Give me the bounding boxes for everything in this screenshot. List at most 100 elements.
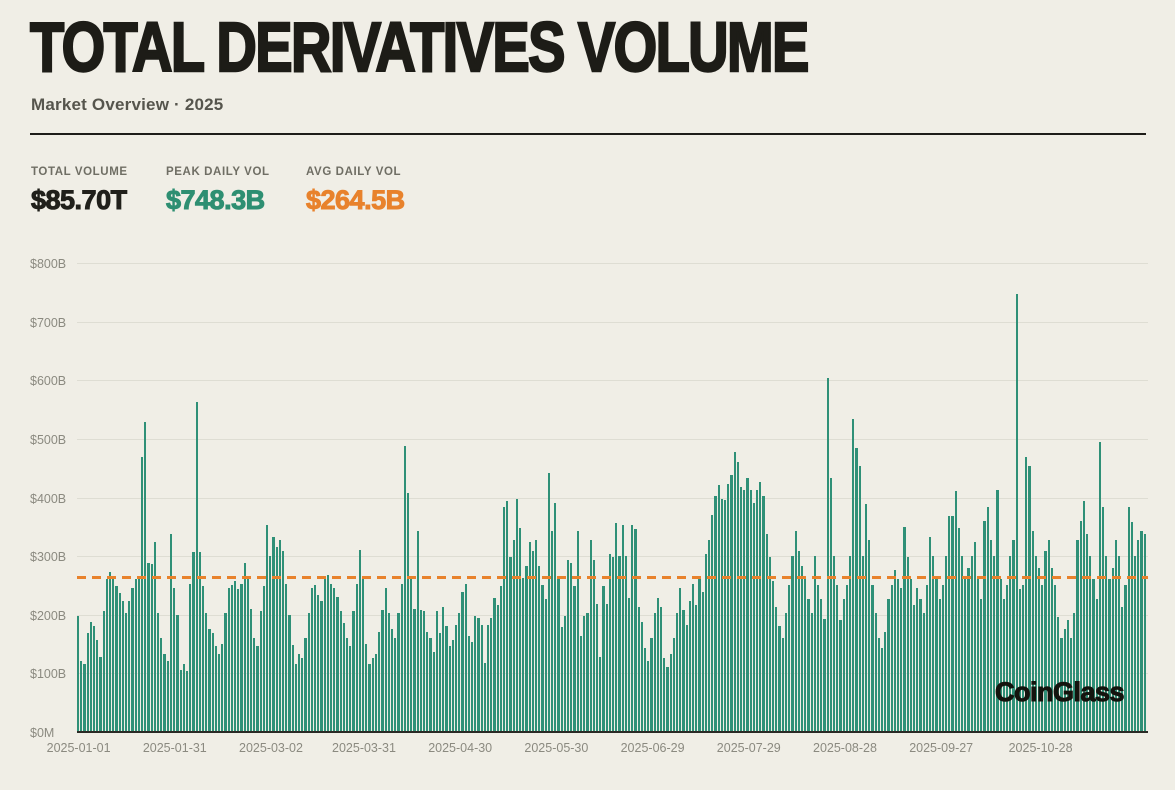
stat-value: $748.3B xyxy=(166,185,266,216)
volume-bar xyxy=(205,612,208,733)
volume-bar xyxy=(666,667,669,733)
volume-bar xyxy=(826,378,829,733)
volume-bar xyxy=(701,592,704,733)
volume-bar xyxy=(784,612,788,733)
volume-bar xyxy=(474,615,477,733)
volume-bar xyxy=(740,486,743,733)
volume-bar xyxy=(906,557,909,733)
volume-bar xyxy=(89,621,93,733)
volume-bar xyxy=(249,608,253,733)
volume-bar xyxy=(653,612,656,733)
volume-bar xyxy=(246,575,249,733)
volume-bar xyxy=(999,579,1002,733)
volume-bar xyxy=(169,533,173,733)
volume-bar xyxy=(573,586,576,733)
volume-bar xyxy=(487,624,490,733)
stat-peak-daily-vol: PEAK DAILY VOL $748.3B xyxy=(166,166,306,216)
volume-bar xyxy=(192,552,195,733)
volume-bar xyxy=(179,669,182,733)
y-axis-label: $800B xyxy=(30,257,67,271)
volume-bar xyxy=(397,612,400,733)
volume-bar xyxy=(496,605,499,733)
volume-bar xyxy=(637,606,640,733)
volume-bar xyxy=(1079,520,1082,733)
volume-bar xyxy=(836,585,839,733)
volume-bar xyxy=(227,587,230,733)
volume-bar xyxy=(422,611,426,733)
volume-bar xyxy=(403,445,406,733)
volume-bar xyxy=(93,626,96,733)
volume-bar xyxy=(717,485,720,733)
volume-bar xyxy=(201,586,205,733)
volume-bar xyxy=(461,592,464,733)
volume-bar xyxy=(935,579,938,733)
y-axis: $0M $100B $200B $300B $400B $500B $600B $700B $8… xyxy=(30,257,76,740)
volume-bar xyxy=(352,611,355,733)
volume-bar xyxy=(1047,539,1050,733)
volume-bar xyxy=(173,587,176,733)
volume-bar xyxy=(112,575,115,733)
volume-bar xyxy=(278,539,281,733)
volume-bar xyxy=(893,570,896,733)
volume-bar xyxy=(304,638,307,733)
stats-row: TOTAL VOLUME $85.70T PEAK DAILY VOL $748… xyxy=(31,166,406,216)
volume-bar xyxy=(983,520,986,733)
stat-value: $85.70T xyxy=(31,185,128,216)
volume-bar xyxy=(804,579,807,733)
volume-bar xyxy=(848,555,852,733)
volume-bar xyxy=(708,539,711,733)
volume-bar xyxy=(368,663,371,733)
volume-bar xyxy=(77,615,80,733)
volume-bar xyxy=(531,551,535,733)
volume-bar xyxy=(163,653,166,733)
grid-line xyxy=(77,380,1148,382)
volume-bar xyxy=(586,612,589,733)
volume-bar xyxy=(214,646,217,733)
volume-bar xyxy=(147,563,150,733)
volume-bar xyxy=(816,585,820,733)
grid-line xyxy=(77,321,1148,323)
volume-bar xyxy=(695,605,698,733)
x-axis-label: 2025-10-28 xyxy=(1008,741,1073,755)
volume-bar xyxy=(945,555,948,733)
volume-bar xyxy=(570,563,573,733)
volume-bar xyxy=(583,615,586,733)
volume-bar xyxy=(807,599,810,733)
x-axis: 2025-01-01 2025-01-31 2025-03-02 2025-03-31… xyxy=(47,741,1148,761)
volume-bar xyxy=(679,587,682,733)
volume-bar xyxy=(736,462,740,733)
volume-bar xyxy=(1095,599,1098,733)
volume-bar xyxy=(621,524,624,733)
volume-bar xyxy=(871,585,874,733)
volume-bar xyxy=(1082,501,1085,733)
volume-bar xyxy=(198,552,201,733)
volume-bar xyxy=(868,539,871,733)
volume-bar xyxy=(778,626,781,733)
volume-bar xyxy=(781,638,784,733)
volume-bar xyxy=(589,539,592,733)
x-axis-label: 2025-06-29 xyxy=(620,741,685,755)
volume-bar xyxy=(1028,466,1031,733)
volume-bar xyxy=(371,657,374,733)
volume-bar xyxy=(929,536,932,733)
volume-bar xyxy=(259,611,262,733)
volume-bar xyxy=(221,643,224,733)
volume-bar xyxy=(752,503,756,733)
volume-bar xyxy=(262,586,265,733)
y-axis-label: $0M xyxy=(30,726,55,740)
volume-bar xyxy=(688,601,691,733)
volume-bar xyxy=(150,564,153,733)
volume-bar xyxy=(294,663,298,733)
volume-bar xyxy=(762,495,765,733)
volume-bar xyxy=(1060,638,1063,733)
volume-bar xyxy=(765,533,768,733)
volume-bar xyxy=(336,597,339,733)
volume-bar xyxy=(224,612,227,733)
volume-bar xyxy=(323,579,326,733)
volume-bar xyxy=(794,530,797,733)
volume-bar xyxy=(189,583,192,733)
volume-bar xyxy=(643,648,647,733)
volume-bar xyxy=(240,583,243,733)
volume-bar xyxy=(1102,507,1105,733)
volume-bar xyxy=(490,617,493,733)
